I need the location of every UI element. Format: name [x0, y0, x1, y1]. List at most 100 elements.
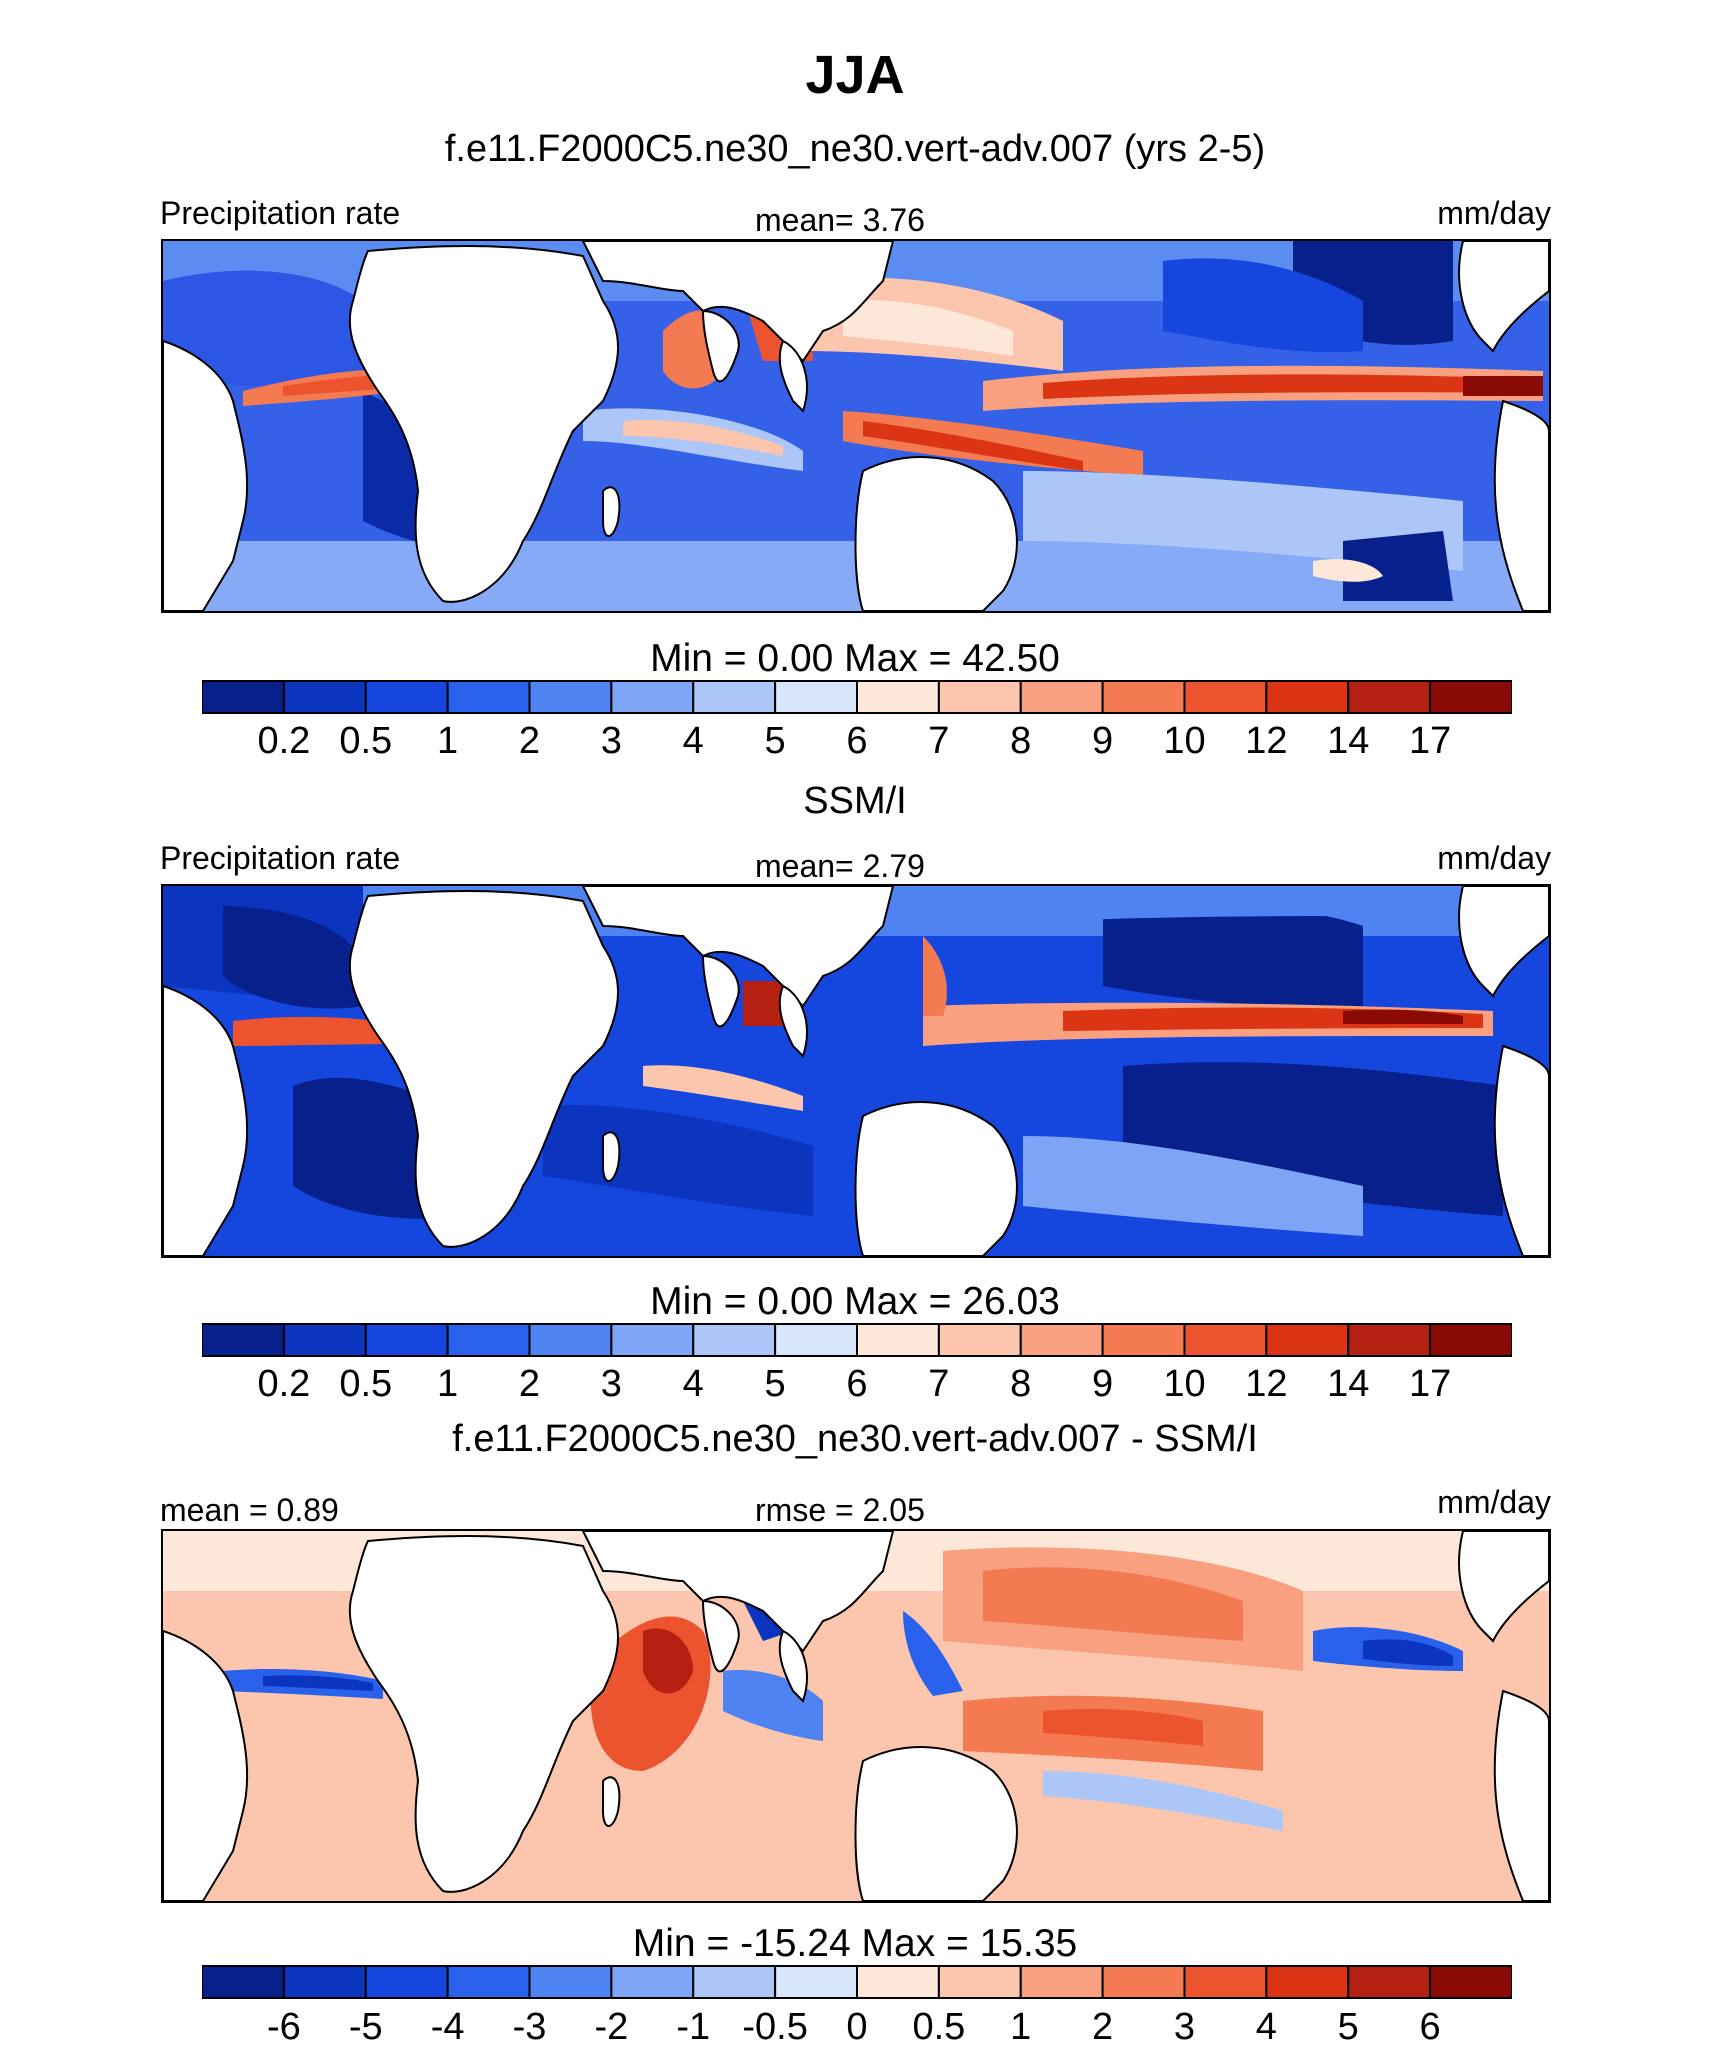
colorbar-box — [282, 1323, 367, 1357]
colorbar-box — [1265, 1323, 1350, 1357]
colorbar-tick-label: 0.2 — [257, 1363, 311, 1405]
panel-1-variable-label: Precipitation rate — [160, 195, 401, 231]
colorbar-box — [856, 1965, 940, 1999]
colorbar-box — [774, 1323, 859, 1357]
colorbar-tick-label: 0.5 — [339, 1363, 393, 1405]
colorbar-box — [937, 1323, 1022, 1357]
panel-1-title: f.e11.F2000C5.ne30_ne30.vert-adv.007 (yr… — [444, 128, 1266, 170]
colorbar-tick-label: 4 — [1255, 2006, 1277, 2048]
colorbar-box — [1429, 1965, 1512, 1999]
colorbar-tick-label: 3 — [600, 1363, 622, 1405]
colorbar-tick-label: 5 — [764, 720, 786, 762]
panel-2-colorbar — [202, 1323, 1512, 1357]
panel-3-mean-label: mean = 0.89 — [160, 1492, 339, 1528]
colorbar-tick-label: -3 — [512, 2006, 547, 2048]
colorbar-box — [1347, 680, 1432, 714]
colorbar-tick-label: 1 — [1010, 2006, 1032, 2048]
colorbar-tick-label: 0 — [846, 2006, 868, 2048]
colorbar-box — [528, 680, 613, 714]
colorbar-tick-label: 10 — [1163, 720, 1206, 762]
colorbar-tick-label: 2 — [1092, 2006, 1114, 2048]
colorbar-box — [692, 680, 777, 714]
colorbar-box — [528, 1323, 613, 1357]
colorbar-box — [610, 680, 695, 714]
colorbar-tick-label: -0.5 — [742, 2006, 808, 2048]
colorbar-tick-label: 12 — [1245, 1363, 1288, 1405]
panel-3-units-label: mm/day — [1437, 1484, 1551, 1520]
figure-title: JJA — [805, 45, 905, 105]
colorbar-box — [528, 1965, 613, 1999]
colorbar-tick-label: 9 — [1092, 1363, 1114, 1405]
panel-3-minmax: Min = -15.24 Max = 15.35 — [632, 1922, 1078, 1965]
colorbar-tick-label: 3 — [600, 720, 622, 762]
colorbar-tick-label: 0.5 — [339, 720, 393, 762]
colorbar-tick-label: 3 — [1173, 2006, 1196, 2048]
colorbar-box — [282, 680, 367, 714]
panel-3-rmse-label: rmse = 2.05 — [755, 1492, 925, 1528]
colorbar-tick-label: 8 — [1010, 1363, 1032, 1405]
colorbar-tick-label: 2 — [518, 1363, 541, 1405]
colorbar-box — [364, 1965, 449, 1999]
colorbar-tick-label: 9 — [1092, 720, 1114, 762]
colorbar-tick-label: 14 — [1327, 720, 1370, 762]
colorbar-tick-label: 7 — [928, 1363, 950, 1405]
colorbar-box — [446, 1323, 531, 1357]
colorbar-box — [692, 1965, 777, 1999]
colorbar-box — [1347, 1323, 1432, 1357]
colorbar-box — [1265, 680, 1350, 714]
panel-1-mean-label: mean= 3.76 — [755, 202, 925, 238]
colorbar-tick-label: 10 — [1163, 1363, 1206, 1405]
colorbar-tick-label: 17 — [1408, 720, 1452, 762]
panel-2-variable-label: Precipitation rate — [160, 840, 401, 876]
colorbar-tick-label: 6 — [846, 1363, 868, 1405]
colorbar-box — [1019, 680, 1104, 714]
colorbar-tick-label: -4 — [430, 2006, 465, 2048]
colorbar-box — [1019, 1965, 1104, 1999]
colorbar-box — [364, 1323, 449, 1357]
colorbar-tick-label: 0.2 — [257, 720, 311, 762]
colorbar-tick-label: 5 — [764, 1363, 786, 1405]
panel-2-title: SSM/I — [803, 780, 907, 822]
colorbar-box — [1101, 680, 1186, 714]
colorbar-box — [1265, 1965, 1350, 1999]
colorbar-box — [692, 1323, 777, 1357]
colorbar-box — [1429, 680, 1512, 714]
colorbar-tick-label: 1 — [437, 720, 459, 762]
panel-3-colorbar-ticks: -6 -5 -4 -3 -2 -1 -0.5 0 0.5 1 2 3 4 5 6 — [0, 2006, 1710, 2050]
colorbar-tick-label: 4 — [682, 720, 704, 762]
colorbar-tick-label: 7 — [928, 720, 950, 762]
colorbar-box — [1347, 1965, 1432, 1999]
colorbar-tick-label: -1 — [676, 2006, 711, 2048]
colorbar-tick-label: -2 — [594, 2006, 629, 2048]
colorbar-box — [202, 1323, 285, 1357]
panel-2-minmax: Min = 0.00 Max = 26.03 — [650, 1280, 1060, 1323]
colorbar-tick-label: 8 — [1010, 720, 1032, 762]
colorbar-box — [202, 680, 285, 714]
colorbar-tick-label: 1 — [437, 1363, 459, 1405]
colorbar-tick-label: -6 — [266, 2006, 301, 2048]
colorbar-box — [1183, 680, 1268, 714]
colorbar-box — [774, 1965, 859, 1999]
panel-1-minmax: Min = 0.00 Max = 42.50 — [650, 637, 1060, 680]
colorbar-box — [282, 1965, 367, 1999]
panel-2-colorbar-ticks: 0.2 0.5 1 2 3 4 5 6 7 8 9 10 12 14 17 — [0, 1363, 1710, 1407]
colorbar-box — [364, 680, 449, 714]
panel-3-title: f.e11.F2000C5.ne30_ne30.vert-adv.007 - S… — [452, 1418, 1258, 1460]
colorbar-box — [446, 1965, 531, 1999]
panel-1-colorbar-ticks: 0.2 0.5 1 2 3 4 5 6 7 8 9 10 12 14 17 — [0, 720, 1710, 764]
colorbar-box — [1183, 1323, 1268, 1357]
panel-2-units-label: mm/day — [1437, 840, 1551, 876]
colorbar-tick-label: -5 — [348, 2006, 383, 2048]
colorbar-box — [856, 680, 940, 714]
colorbar-box — [446, 680, 531, 714]
colorbar-tick-label: 2 — [518, 720, 541, 762]
colorbar-box — [937, 680, 1022, 714]
colorbar-box — [1101, 1323, 1186, 1357]
panel-2-mean-label: mean= 2.79 — [755, 848, 925, 884]
colorbar-box — [1183, 1965, 1268, 1999]
colorbar-box — [1429, 1323, 1512, 1357]
colorbar-tick-label: 12 — [1245, 720, 1288, 762]
colorbar-tick-label: 0.5 — [912, 2006, 966, 2048]
colorbar-tick-label: 5 — [1337, 2006, 1359, 2048]
panel-2-map — [161, 884, 1551, 1258]
